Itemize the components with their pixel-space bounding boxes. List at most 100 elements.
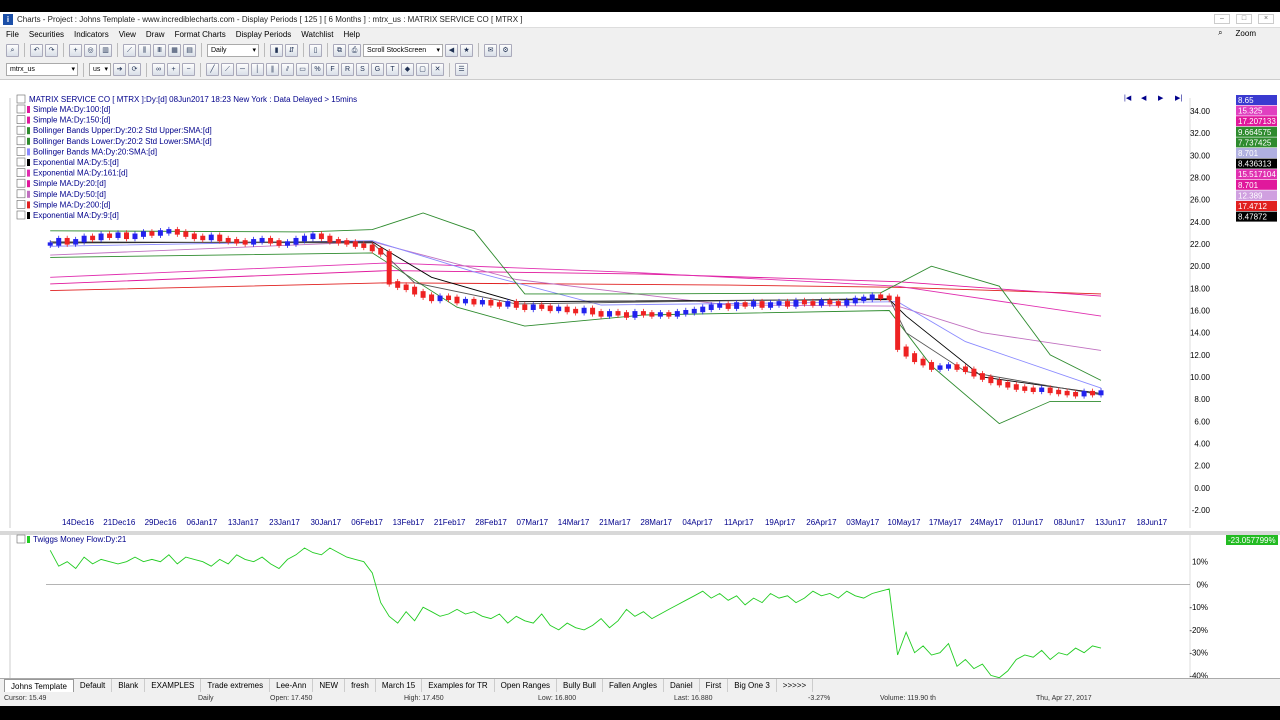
undo-icon[interactable]: ↶ xyxy=(30,43,43,57)
legend-checkbox xyxy=(16,210,26,220)
copy-icon[interactable]: ⧉ xyxy=(333,43,346,57)
status-date: Thu, Apr 27, 2017 xyxy=(1036,695,1092,702)
candle xyxy=(666,312,672,317)
tab-trade-extremes[interactable]: Trade extremes xyxy=(201,679,271,692)
menu-securities[interactable]: Securities xyxy=(28,29,65,39)
tab-big-one-3[interactable]: Big One 3 xyxy=(728,679,777,692)
trend-line-icon[interactable]: ⟋ xyxy=(221,63,234,76)
candle xyxy=(420,291,426,298)
price-y-tick-label: 18.00 xyxy=(1190,284,1211,293)
chart-area[interactable]: 34.00 32.00 30.00 28.00 26.00 24.00 22.00 20.00… xyxy=(0,80,1280,683)
tab-march-15[interactable]: March 15 xyxy=(376,679,423,692)
scroll-select[interactable]: Scroll StockScreen xyxy=(363,43,443,57)
legend-swatch xyxy=(27,212,30,219)
menu-display-periods[interactable]: Display Periods xyxy=(235,29,292,39)
candle xyxy=(1030,387,1036,392)
zoom-in-icon[interactable]: + xyxy=(167,63,180,76)
bar-chart-icon[interactable]: ⫼ xyxy=(138,43,151,57)
page-icon[interactable]: ▯ xyxy=(309,43,322,57)
scale-icon[interactable]: ⇵ xyxy=(285,43,298,57)
zoom-control[interactable]: ⌕ Zoom xyxy=(1218,28,1266,38)
x-tick-label: 14Dec16 xyxy=(62,518,95,527)
menu-help[interactable]: Help xyxy=(343,29,360,39)
candle xyxy=(793,300,799,307)
zoom-out-icon[interactable]: − xyxy=(182,63,195,76)
refresh-icon[interactable]: ⟳ xyxy=(128,63,141,76)
legend-label: Simple MA:Dy:20:[d] xyxy=(33,179,106,188)
channel-icon[interactable]: ⫽ xyxy=(281,63,294,76)
tab-open-ranges[interactable]: Open Ranges xyxy=(495,679,558,692)
candle xyxy=(1064,390,1070,396)
period-select[interactable]: Daily xyxy=(207,43,259,57)
tab-more[interactable]: >>>>> xyxy=(777,679,814,692)
value-badge-text: 12.389 xyxy=(1238,191,1263,200)
draw-line-icon[interactable]: ╱ xyxy=(206,63,219,76)
candle xyxy=(301,235,307,242)
cursor-icon[interactable]: ◎ xyxy=(84,43,97,57)
redo-icon[interactable]: ↷ xyxy=(45,43,58,57)
tab-blank[interactable]: Blank xyxy=(112,679,146,692)
text-icon[interactable]: T xyxy=(386,63,399,76)
gann-icon[interactable]: G xyxy=(371,63,384,76)
series-line xyxy=(50,240,1102,389)
menu-indicators[interactable]: Indicators xyxy=(74,29,109,39)
chart-canvas[interactable]: 34.00 32.00 30.00 28.00 26.00 24.00 22.00 20.00… xyxy=(0,80,1280,683)
tab-examples[interactable]: EXAMPLES xyxy=(145,679,202,692)
tab-bully-bull[interactable]: Bully Bull xyxy=(557,679,603,692)
candle xyxy=(183,231,189,237)
vertical-line-icon[interactable]: │ xyxy=(251,63,264,76)
print-icon[interactable]: ⎙ xyxy=(348,43,361,57)
indicator-icon[interactable]: Ⅲ xyxy=(153,43,166,57)
tab-first[interactable]: First xyxy=(700,679,729,692)
bars-icon[interactable]: ▮ xyxy=(270,43,283,57)
minimize-button[interactable]: – xyxy=(1214,14,1230,24)
crosshair-icon[interactable]: + xyxy=(69,43,82,57)
line-chart-icon[interactable]: ⟋ xyxy=(123,43,136,57)
horizontal-line-icon[interactable]: ─ xyxy=(236,63,249,76)
back-arrow-icon[interactable]: ◀ xyxy=(445,43,458,57)
star-icon[interactable]: ★ xyxy=(460,43,473,57)
menu-format-charts[interactable]: Format Charts xyxy=(174,29,226,39)
go-icon[interactable]: ➔ xyxy=(113,63,126,76)
chart-type-icon[interactable]: ▥ xyxy=(99,43,112,57)
search-icon[interactable]: ⌕ xyxy=(6,43,19,57)
exchange-select[interactable]: us xyxy=(89,63,111,76)
main-toolbar: ⌕ ↶ ↷ + ◎ ▥ ⟋ ⫼ Ⅲ ▦ ▤ Daily ▮ ⇵ ▯ ⧉ ⎙ Sc… xyxy=(0,40,1280,60)
erase-icon[interactable]: ▢ xyxy=(416,63,429,76)
speed-lines-icon[interactable]: S xyxy=(356,63,369,76)
grid-icon[interactable]: ▦ xyxy=(168,43,181,57)
retracement-icon[interactable]: R xyxy=(341,63,354,76)
candle xyxy=(954,364,960,370)
menu-draw[interactable]: Draw xyxy=(145,29,165,39)
parallel-lines-icon[interactable]: ∥ xyxy=(266,63,279,76)
hand-icon[interactable]: ☰ xyxy=(455,63,468,76)
box-icon[interactable]: ▭ xyxy=(296,63,309,76)
percent-icon[interactable]: % xyxy=(311,63,324,76)
candle xyxy=(157,230,163,236)
mail-icon[interactable]: ✉ xyxy=(484,43,497,57)
symbol-input[interactable]: mtrx_us xyxy=(6,63,78,76)
tab-lee-ann[interactable]: Lee-Ann xyxy=(270,679,314,692)
value-badge xyxy=(1236,211,1277,222)
close-button[interactable]: × xyxy=(1258,14,1274,24)
binoculars-icon[interactable]: ∞ xyxy=(152,63,165,76)
tab-default[interactable]: Default xyxy=(74,679,113,692)
candle xyxy=(1013,384,1019,390)
tab-fallen-angles[interactable]: Fallen Angles xyxy=(603,679,664,692)
maximize-button[interactable]: □ xyxy=(1236,14,1252,24)
tab-new[interactable]: NEW xyxy=(313,679,346,692)
tab-fresh[interactable]: fresh xyxy=(345,679,376,692)
tab-johns-template[interactable]: Johns Template xyxy=(4,679,74,692)
menu-view[interactable]: View xyxy=(118,29,136,39)
tab-examples-for-tr[interactable]: Examples for TR xyxy=(422,679,495,692)
fib-icon[interactable]: F xyxy=(326,63,339,76)
settings-icon[interactable]: ⚙ xyxy=(499,43,512,57)
marker-icon[interactable]: ◆ xyxy=(401,63,414,76)
value-badge xyxy=(1236,179,1277,190)
candle xyxy=(352,241,358,247)
menu-watchlist[interactable]: Watchlist xyxy=(301,29,334,39)
tab-daniel[interactable]: Daniel xyxy=(664,679,700,692)
menu-file[interactable]: File xyxy=(6,29,19,39)
delete-icon[interactable]: ✕ xyxy=(431,63,444,76)
calculator-icon[interactable]: ▤ xyxy=(183,43,196,57)
